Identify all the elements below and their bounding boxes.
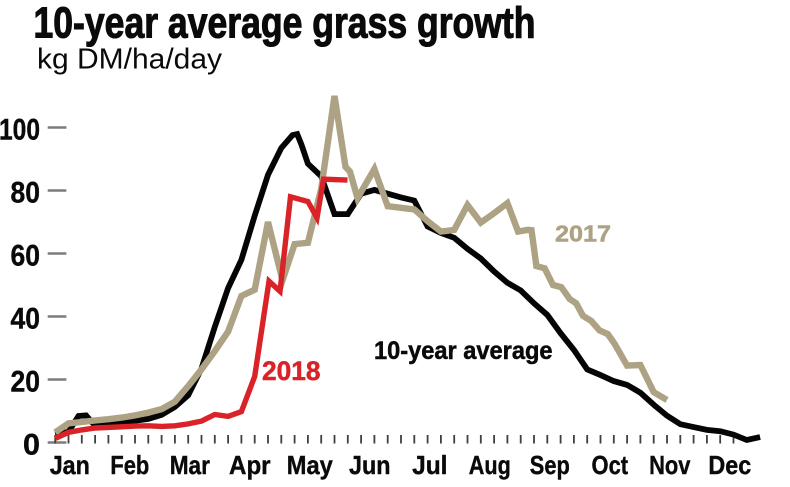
svg-text:60: 60 — [11, 240, 41, 273]
svg-text:2018: 2018 — [262, 356, 321, 386]
svg-text:80: 80 — [11, 177, 41, 210]
svg-text:Sep: Sep — [530, 450, 570, 480]
svg-text:Jun: Jun — [349, 450, 391, 480]
svg-text:Feb: Feb — [110, 450, 149, 480]
svg-text:0: 0 — [23, 429, 40, 462]
svg-text:Mar: Mar — [170, 450, 210, 480]
svg-text:100: 100 — [0, 114, 40, 147]
svg-text:Jul: Jul — [412, 450, 447, 480]
svg-text:40: 40 — [11, 303, 41, 336]
svg-text:May: May — [287, 450, 333, 480]
svg-text:20: 20 — [11, 366, 41, 399]
svg-text:Jan: Jan — [50, 450, 90, 480]
svg-text:Dec: Dec — [708, 450, 751, 480]
svg-text:10-year average: 10-year average — [374, 337, 553, 365]
svg-text:2017: 2017 — [555, 220, 611, 246]
svg-text:Oct: Oct — [592, 450, 629, 480]
svg-text:Aug: Aug — [469, 450, 511, 480]
svg-text:Nov: Nov — [649, 450, 691, 480]
svg-text:10-year average grass growth: 10-year average grass growth — [34, 0, 536, 47]
svg-text:Apr: Apr — [229, 450, 271, 480]
svg-text:kg DM/ha/day: kg DM/ha/day — [37, 43, 223, 75]
